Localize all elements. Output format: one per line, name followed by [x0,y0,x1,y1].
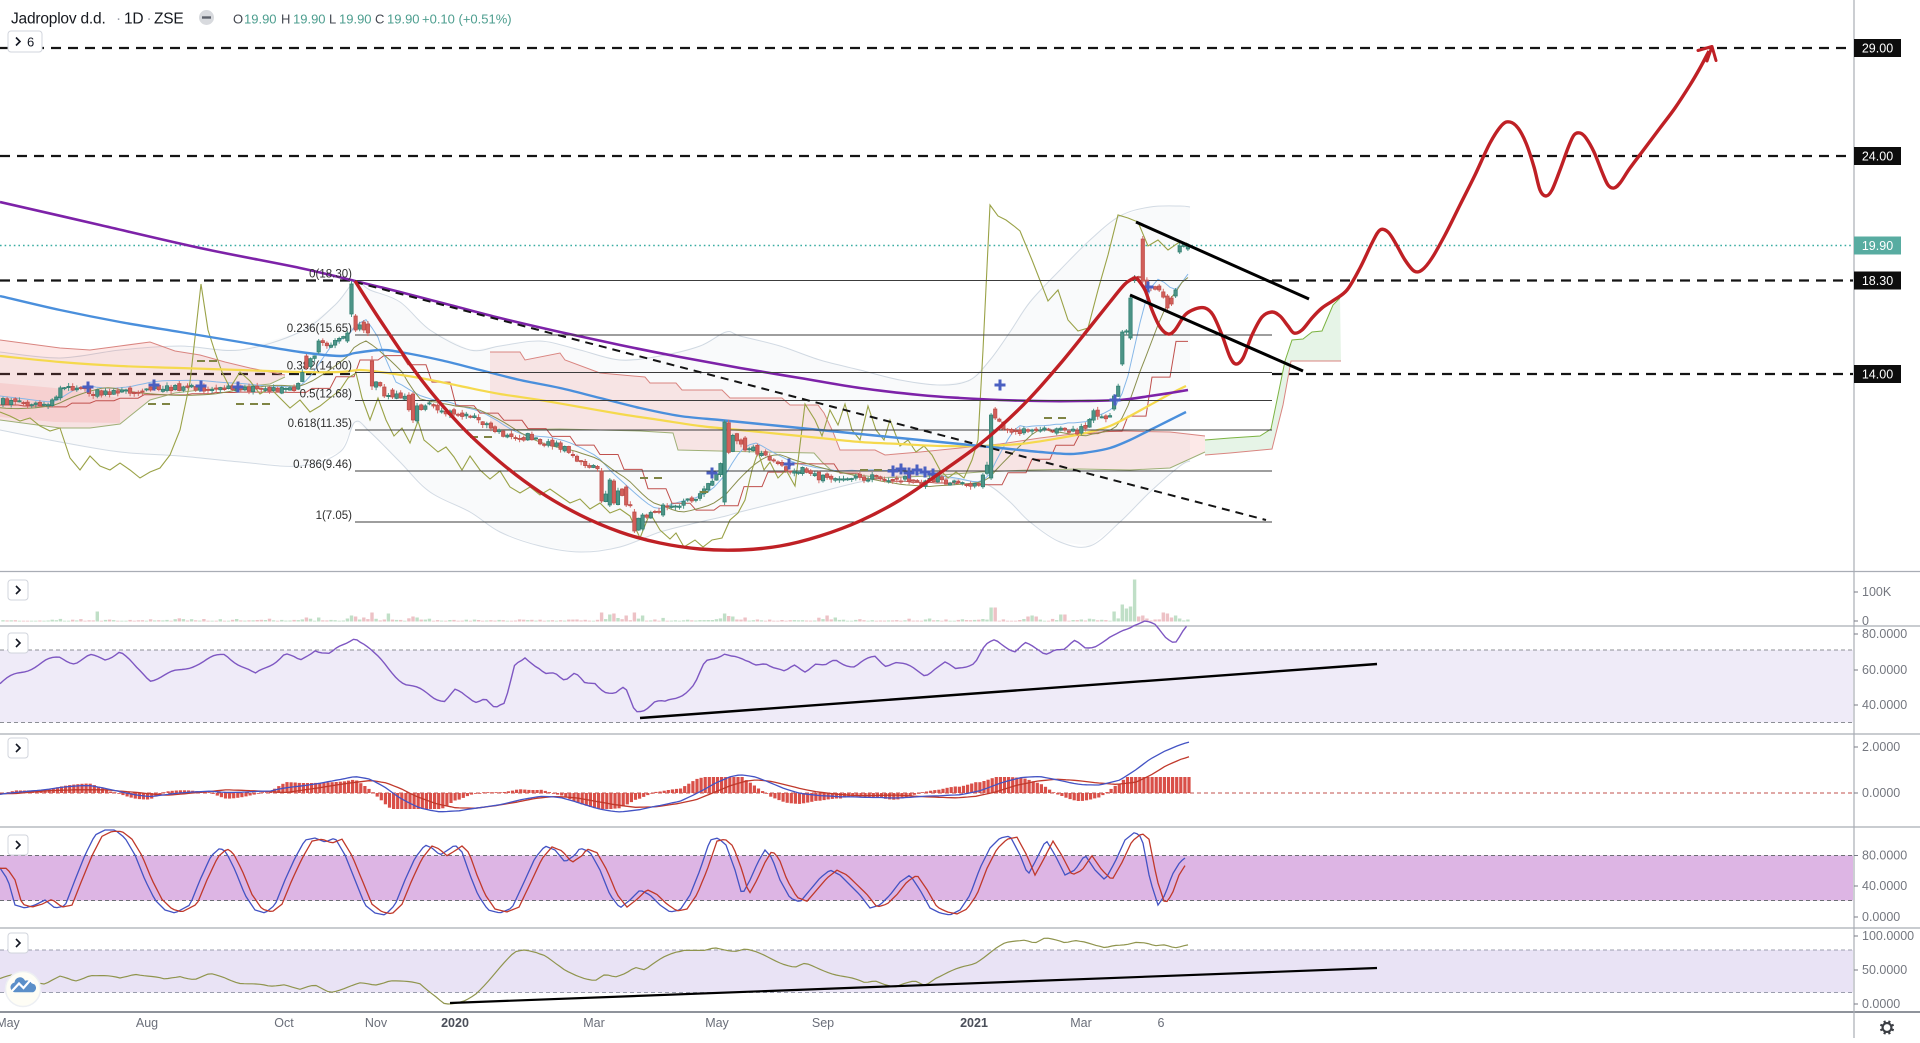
svg-text:14.00: 14.00 [1862,368,1893,382]
svg-text:2020: 2020 [441,1016,469,1030]
svg-text:60.0000: 60.0000 [1862,663,1907,677]
svg-text:Nov: Nov [365,1016,388,1030]
svg-text:2021: 2021 [960,1016,988,1030]
svg-text:80.0000: 80.0000 [1862,849,1907,863]
svg-text:40.0000: 40.0000 [1862,879,1907,893]
svg-text:2.0000: 2.0000 [1862,740,1900,754]
svg-text:May: May [0,1016,21,1030]
svg-text:0.0000: 0.0000 [1862,786,1900,800]
svg-text:0.236(15.65): 0.236(15.65) [287,323,352,335]
svg-text:100K: 100K [1862,585,1892,599]
svg-text:80.0000: 80.0000 [1862,627,1907,641]
svg-text:29.00: 29.00 [1862,42,1893,56]
svg-text:50.0000: 50.0000 [1862,963,1907,977]
svg-text:40.0000: 40.0000 [1862,698,1907,712]
svg-text:0.0000: 0.0000 [1862,997,1900,1011]
svg-text:Oct: Oct [274,1016,294,1030]
svg-text:0.382(14.00): 0.382(14.00) [287,361,352,373]
svg-text:Aug: Aug [136,1016,158,1030]
svg-text:0.5(12.68): 0.5(12.68) [300,389,353,401]
svg-text:24.00: 24.00 [1862,150,1893,164]
svg-text:0: 0 [1862,614,1869,628]
svg-text:18.30: 18.30 [1862,274,1893,288]
svg-text:6: 6 [27,35,34,50]
svg-text:Jadroplov d.d.·1D·ZSE: Jadroplov d.d. · 1D · ZSE [11,11,184,28]
svg-text:0.786(9.46): 0.786(9.46) [293,459,352,471]
svg-text:0.618(11.35): 0.618(11.35) [288,418,353,430]
svg-text:1(7.05): 1(7.05) [316,510,353,522]
svg-text:Mar: Mar [583,1016,605,1030]
svg-text:100.0000: 100.0000 [1862,929,1914,943]
svg-text:0(18.30): 0(18.30) [309,269,352,281]
svg-text:6: 6 [1158,1016,1165,1030]
svg-text:May: May [705,1016,729,1030]
svg-text:Sep: Sep [812,1016,834,1030]
svg-text:19.90: 19.90 [1862,239,1893,253]
svg-text:Mar: Mar [1070,1016,1092,1030]
svg-text:0.0000: 0.0000 [1862,910,1900,924]
